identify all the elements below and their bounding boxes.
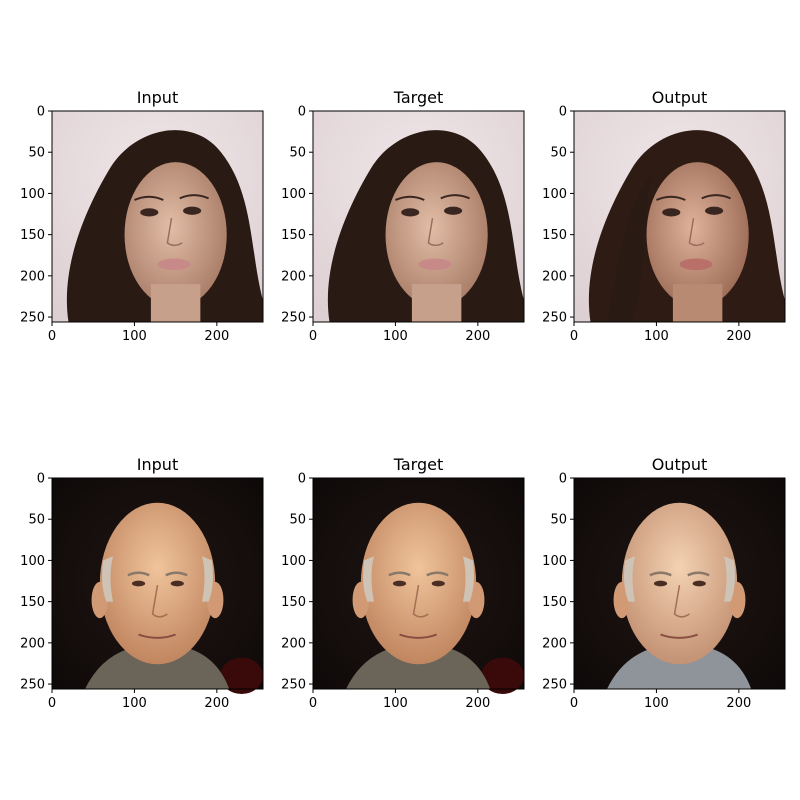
y-tick-label: 50 [28,146,45,161]
y-tick-label: 0 [298,472,306,487]
y-tick-label: 50 [289,513,306,528]
subplot-title: Input [137,455,178,474]
x-tick-label: 100 [644,329,669,344]
left-eye [140,208,158,216]
y-tick-label: 100 [20,554,45,569]
y-tick-label: 50 [28,513,45,528]
subplot-image [52,111,263,322]
x-tick-label: 0 [309,696,317,711]
y-tick-label: 0 [298,105,306,120]
right-eye [432,581,445,587]
y-tick-label: 50 [550,146,567,161]
y-tick-label: 100 [542,554,567,569]
x-tick-label: 0 [48,329,56,344]
y-tick-label: 150 [542,228,567,243]
subplot-2: Target 0 100 200 0 50 100 150 200 250 [281,88,524,344]
subplot-4: Input 0 100 200 0 50 100 150 200 250 [20,455,263,711]
y-tick-label: 200 [20,269,45,284]
head-shape [622,503,737,665]
neck-shape [673,284,722,322]
right-eye [693,581,706,587]
subplot-image [574,478,785,689]
left-eye [393,581,406,587]
y-tick-label: 50 [550,513,567,528]
x-tick-label: 100 [122,329,147,344]
subplot-5: Target 0 100 200 0 50 100 150 200 250 [281,455,524,711]
x-tick-label: 0 [570,329,578,344]
x-tick-label: 200 [726,329,751,344]
x-tick-label: 0 [570,696,578,711]
subplot-image [574,111,785,322]
subplot-title: Output [652,455,708,474]
neck-shape [151,284,200,322]
y-tick-label: 150 [542,595,567,610]
y-tick-label: 100 [281,554,306,569]
left-eye [662,208,680,216]
head-shape [361,503,476,665]
y-tick-label: 250 [20,311,45,326]
x-tick-label: 100 [644,696,669,711]
subplot-1: Input 0 100 200 0 50 100 150 200 250 [20,88,263,344]
y-tick-label: 250 [281,311,306,326]
x-tick-label: 100 [122,696,147,711]
x-tick-label: 0 [48,696,56,711]
subplot-image [313,111,524,322]
left-eye [654,581,667,587]
left-eye [132,581,145,587]
x-tick-label: 200 [465,696,490,711]
y-tick-label: 100 [542,187,567,202]
left-eye [401,208,419,216]
right-eye [183,207,201,215]
right-eye [444,207,462,215]
y-tick-label: 200 [281,636,306,651]
y-tick-label: 200 [542,636,567,651]
subplot-title: Target [393,455,444,474]
right-eye [705,207,723,215]
x-tick-label: 200 [204,696,229,711]
y-tick-label: 250 [281,678,306,693]
y-tick-label: 150 [281,228,306,243]
y-tick-label: 0 [37,472,45,487]
subplot-image [313,478,524,694]
y-tick-label: 250 [20,678,45,693]
subplot-image [52,478,263,694]
x-tick-label: 200 [204,329,229,344]
y-tick-label: 0 [559,472,567,487]
lips [419,259,452,271]
head-shape [100,503,215,665]
lips [158,259,191,271]
subplot-title: Target [393,88,444,107]
y-tick-label: 250 [542,678,567,693]
y-tick-label: 200 [281,269,306,284]
y-tick-label: 100 [20,187,45,202]
y-tick-label: 150 [281,595,306,610]
subplot-title: Input [137,88,178,107]
x-tick-label: 200 [726,696,751,711]
y-tick-label: 200 [542,269,567,284]
x-tick-label: 0 [309,329,317,344]
y-tick-label: 150 [20,595,45,610]
y-tick-label: 0 [559,105,567,120]
subplot-6: Output 0 100 200 0 50 100 150 200 250 [542,455,785,711]
y-tick-label: 50 [289,146,306,161]
y-tick-label: 0 [37,105,45,120]
lips [680,259,713,271]
y-tick-label: 100 [281,187,306,202]
y-tick-label: 250 [542,311,567,326]
y-tick-label: 150 [20,228,45,243]
subplot-title: Output [652,88,708,107]
y-tick-label: 200 [20,636,45,651]
x-tick-label: 100 [383,696,408,711]
neck-shape [412,284,461,322]
right-eye [171,581,184,587]
x-tick-label: 100 [383,329,408,344]
subplot-3: Output 0 100 200 0 50 100 150 200 250 [542,88,785,344]
x-tick-label: 200 [465,329,490,344]
